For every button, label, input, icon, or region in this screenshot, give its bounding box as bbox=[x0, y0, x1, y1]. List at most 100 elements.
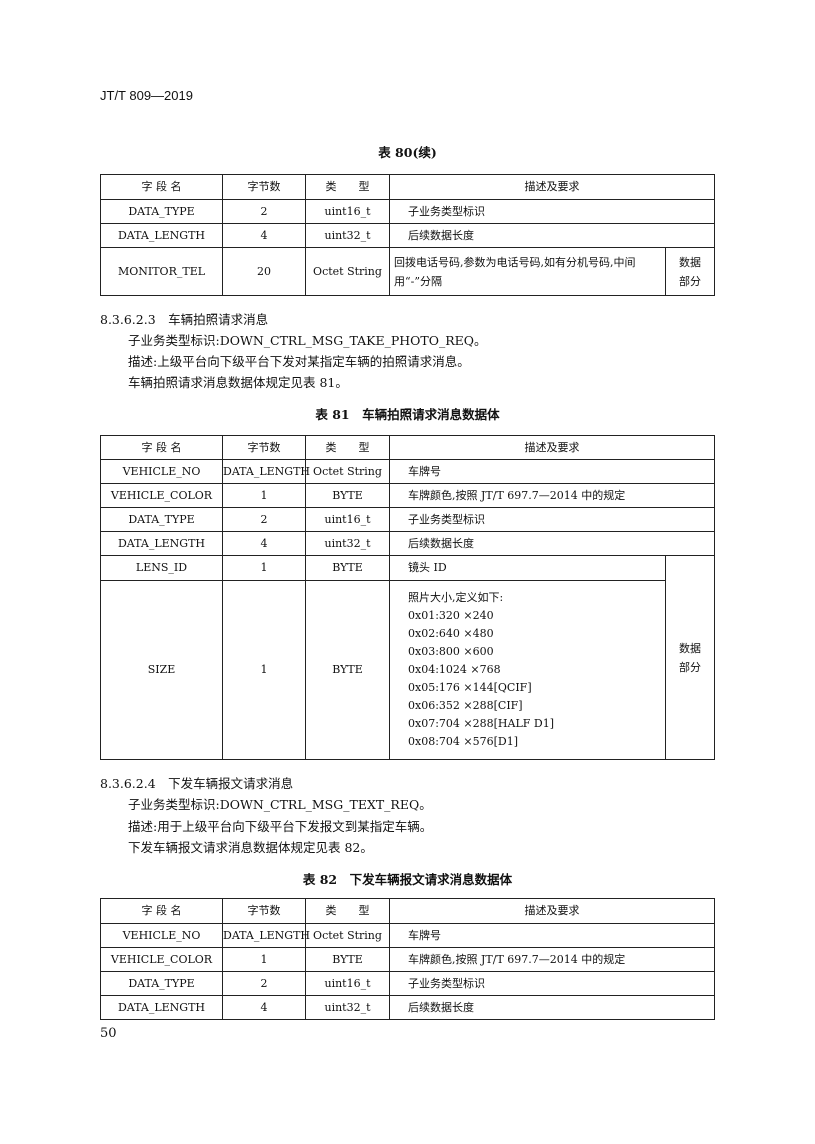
paragraph: 描述:用于上级平台向下级平台下发报文到某指定车辆。 bbox=[128, 819, 433, 834]
table-row: DATA_LENGTH 4 uint32_t 后续数据长度 bbox=[100, 223, 715, 248]
cell: DATA_LENGTH bbox=[100, 531, 223, 556]
cell: 车牌号 bbox=[389, 923, 715, 948]
table-80: 字 段 名字节数类 型描述及要求 DATA_TYPE 2 uint16_t 子业务类型… bbox=[100, 174, 715, 296]
table-row: SIZE 1 BYTE 照片大小,定义如下: 0x01:320 ×240 0x02:64… bbox=[100, 580, 715, 760]
table-row: VEHICLE_COLOR 1 BYTE 车牌颜色,按照 JT/T 697.7—201… bbox=[100, 947, 715, 972]
cell: 4 bbox=[222, 995, 306, 1020]
paragraph: 子业务类型标识:DOWN_CTRL_MSG_TAKE_PHOTO_REQ。 bbox=[128, 333, 487, 348]
cell: uint16_t bbox=[305, 507, 390, 532]
table-row: DATA_LENGTH 4 uint32_t 后续数据长度 bbox=[100, 531, 715, 556]
cell: VEHICLE_COLOR bbox=[100, 483, 223, 508]
header-cell: 字 段 名 bbox=[100, 174, 223, 200]
cell: DATA_LENGTH bbox=[222, 923, 310, 948]
desc-line: 0x01:320 ×240 bbox=[408, 609, 494, 622]
header-cell: 描述及要求 bbox=[389, 174, 715, 200]
header-cell: 字节数 bbox=[222, 435, 306, 460]
cell: BYTE bbox=[305, 947, 390, 972]
cell: 1 bbox=[222, 580, 306, 760]
cell: 回拨电话号码,参数为电话号码,如有分机号码,中间用“-”分隔 bbox=[389, 247, 666, 296]
cell: 2 bbox=[222, 199, 306, 224]
desc-line: 0x02:640 ×480 bbox=[408, 627, 494, 640]
cell: BYTE bbox=[305, 580, 390, 760]
header-cell: 类 型 bbox=[305, 898, 390, 924]
cell: VEHICLE_COLOR bbox=[100, 947, 223, 972]
cell: 车牌号 bbox=[389, 459, 715, 484]
cell: Octet String bbox=[305, 923, 390, 948]
desc-line: 照片大小,定义如下: bbox=[408, 591, 504, 604]
cell: 4 bbox=[222, 531, 306, 556]
header-cell: 字节数 bbox=[222, 898, 306, 924]
cell: 1 bbox=[222, 483, 306, 508]
cell: DATA_TYPE bbox=[100, 199, 223, 224]
cell: 1 bbox=[222, 947, 306, 972]
table-row: DATA_TYPE 2 uint16_t 子业务类型标识 bbox=[100, 199, 715, 224]
header-cell: 字 段 名 bbox=[100, 435, 223, 460]
cell: 1 bbox=[222, 555, 306, 581]
cell: BYTE bbox=[305, 555, 390, 581]
cell: 后续数据长度 bbox=[389, 995, 715, 1020]
desc-line: 0x03:800 ×600 bbox=[408, 645, 494, 658]
cell: 镜头 ID bbox=[389, 555, 666, 581]
header-cell: 字 段 名 bbox=[100, 898, 223, 924]
cell: DATA_LENGTH bbox=[222, 459, 310, 484]
desc-line: 0x08:704 ×576[D1] bbox=[408, 735, 519, 748]
standard-header: JT/T 809—2019 bbox=[100, 88, 193, 103]
table-row: MONITOR_TEL 20 Octet String 回拨电话号码,参数为电话号码,… bbox=[100, 247, 715, 296]
table-80-caption: 表 80(续) bbox=[378, 145, 437, 160]
desc-line: 0x05:176 ×144[QCIF] bbox=[408, 681, 532, 694]
cell: BYTE bbox=[305, 483, 390, 508]
cell: DATA_TYPE bbox=[100, 971, 223, 996]
paragraph: 下发车辆报文请求消息数据体规定见表 82。 bbox=[128, 840, 373, 855]
paragraph: 车辆拍照请求消息数据体规定见表 81。 bbox=[128, 375, 348, 390]
table-row: DATA_TYPE 2 uint16_t 子业务类型标识 bbox=[100, 507, 715, 532]
cell: 车牌颜色,按照 JT/T 697.7—2014 中的规定 bbox=[389, 483, 715, 508]
cell: 2 bbox=[222, 507, 306, 532]
cell: 后续数据长度 bbox=[389, 531, 715, 556]
cell: uint16_t bbox=[305, 971, 390, 996]
cell: uint32_t bbox=[305, 223, 390, 248]
table-row: DATA_TYPE 2 uint16_t 子业务类型标识 bbox=[100, 971, 715, 996]
cell: Octet String bbox=[305, 247, 390, 296]
table-82: 字 段 名字节数类 型描述及要求 VEHICLE_NO DATA_LENGTH Oc… bbox=[100, 898, 715, 1020]
header-cell: 字节数 bbox=[222, 174, 306, 200]
cell: LENS_ID bbox=[100, 555, 223, 581]
data-part-cell: 数据 部分 bbox=[665, 247, 715, 296]
cell: SIZE bbox=[100, 580, 223, 760]
cell: 子业务类型标识 bbox=[389, 507, 715, 532]
size-description-cell: 照片大小,定义如下: 0x01:320 ×240 0x02:640 ×480 0x03… bbox=[389, 580, 666, 760]
cell: 4 bbox=[222, 223, 306, 248]
table-row: VEHICLE_NO DATA_LENGTH Octet String 车牌号 bbox=[100, 459, 715, 484]
table-row: VEHICLE_NO DATA_LENGTH Octet String 车牌号 bbox=[100, 923, 715, 948]
cell: uint16_t bbox=[305, 199, 390, 224]
table-81-caption: 表 81 车辆拍照请求消息数据体 bbox=[315, 407, 500, 422]
header-cell: 类 型 bbox=[305, 435, 390, 460]
cell: uint32_t bbox=[305, 995, 390, 1020]
desc-line: 0x06:352 ×288[CIF] bbox=[408, 699, 523, 712]
cell: VEHICLE_NO bbox=[100, 459, 223, 484]
desc-line: 0x04:1024 ×768 bbox=[408, 663, 501, 676]
table-header-row: 字 段 名字节数类 型描述及要求 bbox=[100, 435, 715, 460]
header-cell: 描述及要求 bbox=[389, 898, 715, 924]
cell: 2 bbox=[222, 971, 306, 996]
cell: MONITOR_TEL bbox=[100, 247, 223, 296]
paragraph: 子业务类型标识:DOWN_CTRL_MSG_TEXT_REQ。 bbox=[128, 797, 432, 812]
paragraph: 描述:上级平台向下级平台下发对某指定车辆的拍照请求消息。 bbox=[128, 354, 470, 369]
cell: VEHICLE_NO bbox=[100, 923, 223, 948]
header-cell: 描述及要求 bbox=[389, 435, 715, 460]
cell: 子业务类型标识 bbox=[389, 199, 715, 224]
data-part-cell: 数据 部分 bbox=[665, 555, 715, 760]
table-row: VEHICLE_COLOR 1 BYTE 车牌颜色,按照 JT/T 697.7—201… bbox=[100, 483, 715, 508]
page-number: 50 bbox=[100, 1026, 117, 1041]
table-header-row: 字 段 名字节数类 型描述及要求 bbox=[100, 174, 715, 200]
cell: uint32_t bbox=[305, 531, 390, 556]
section-title: 8.3.6.2.4 下发车辆报文请求消息 bbox=[100, 776, 294, 791]
cell: 车牌颜色,按照 JT/T 697.7—2014 中的规定 bbox=[389, 947, 715, 972]
cell: Octet String bbox=[305, 459, 390, 484]
cell: DATA_TYPE bbox=[100, 507, 223, 532]
table-header-row: 字 段 名字节数类 型描述及要求 bbox=[100, 898, 715, 924]
header-cell: 类 型 bbox=[305, 174, 390, 200]
table-82-caption: 表 82 下发车辆报文请求消息数据体 bbox=[302, 872, 513, 887]
cell: 20 bbox=[222, 247, 306, 296]
table-81: 字 段 名字节数类 型描述及要求 VEHICLE_NO DATA_LENGTH Oc… bbox=[100, 435, 715, 760]
